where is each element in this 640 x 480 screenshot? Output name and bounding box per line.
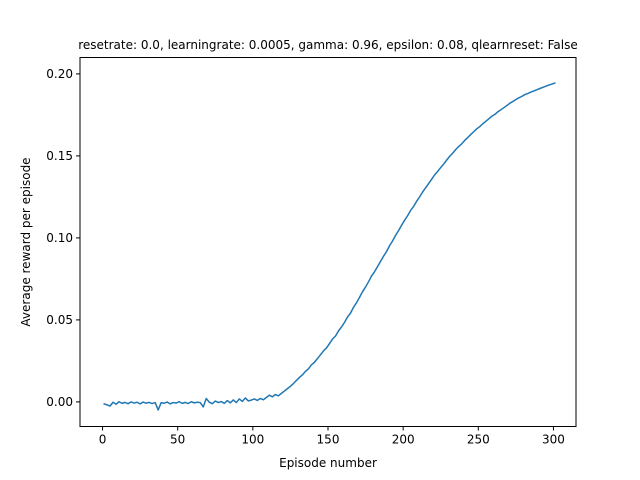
y-tick-label: 0.00 (46, 395, 73, 409)
y-tick-label: 0.15 (46, 149, 73, 163)
x-tick-label: 200 (392, 433, 415, 447)
y-tick-label: 0.10 (46, 231, 73, 245)
x-tick-label: 0 (99, 433, 107, 447)
series-group (103, 82, 556, 411)
y-axis: 0.00 0.05 0.10 0.15 0.20 (46, 67, 80, 409)
x-axis-label: Episode number (279, 456, 377, 470)
plot-area (79, 57, 577, 427)
y-tick-label: 0.20 (46, 67, 73, 81)
x-tick-label: 150 (317, 433, 340, 447)
x-axis: 0 50 100 150 200 250 300 (99, 426, 565, 447)
x-tick-label: 50 (170, 433, 185, 447)
x-tick-label: 250 (467, 433, 490, 447)
y-axis-label: Average reward per episode (19, 157, 33, 326)
x-tick-label: 300 (542, 433, 565, 447)
y-tick-label: 0.05 (46, 313, 73, 327)
series-line-0 (103, 82, 556, 411)
chart-title: resetrate: 0.0, learningrate: 0.0005, ga… (78, 38, 578, 52)
axes-frame (79, 57, 577, 427)
x-tick-label: 100 (241, 433, 264, 447)
